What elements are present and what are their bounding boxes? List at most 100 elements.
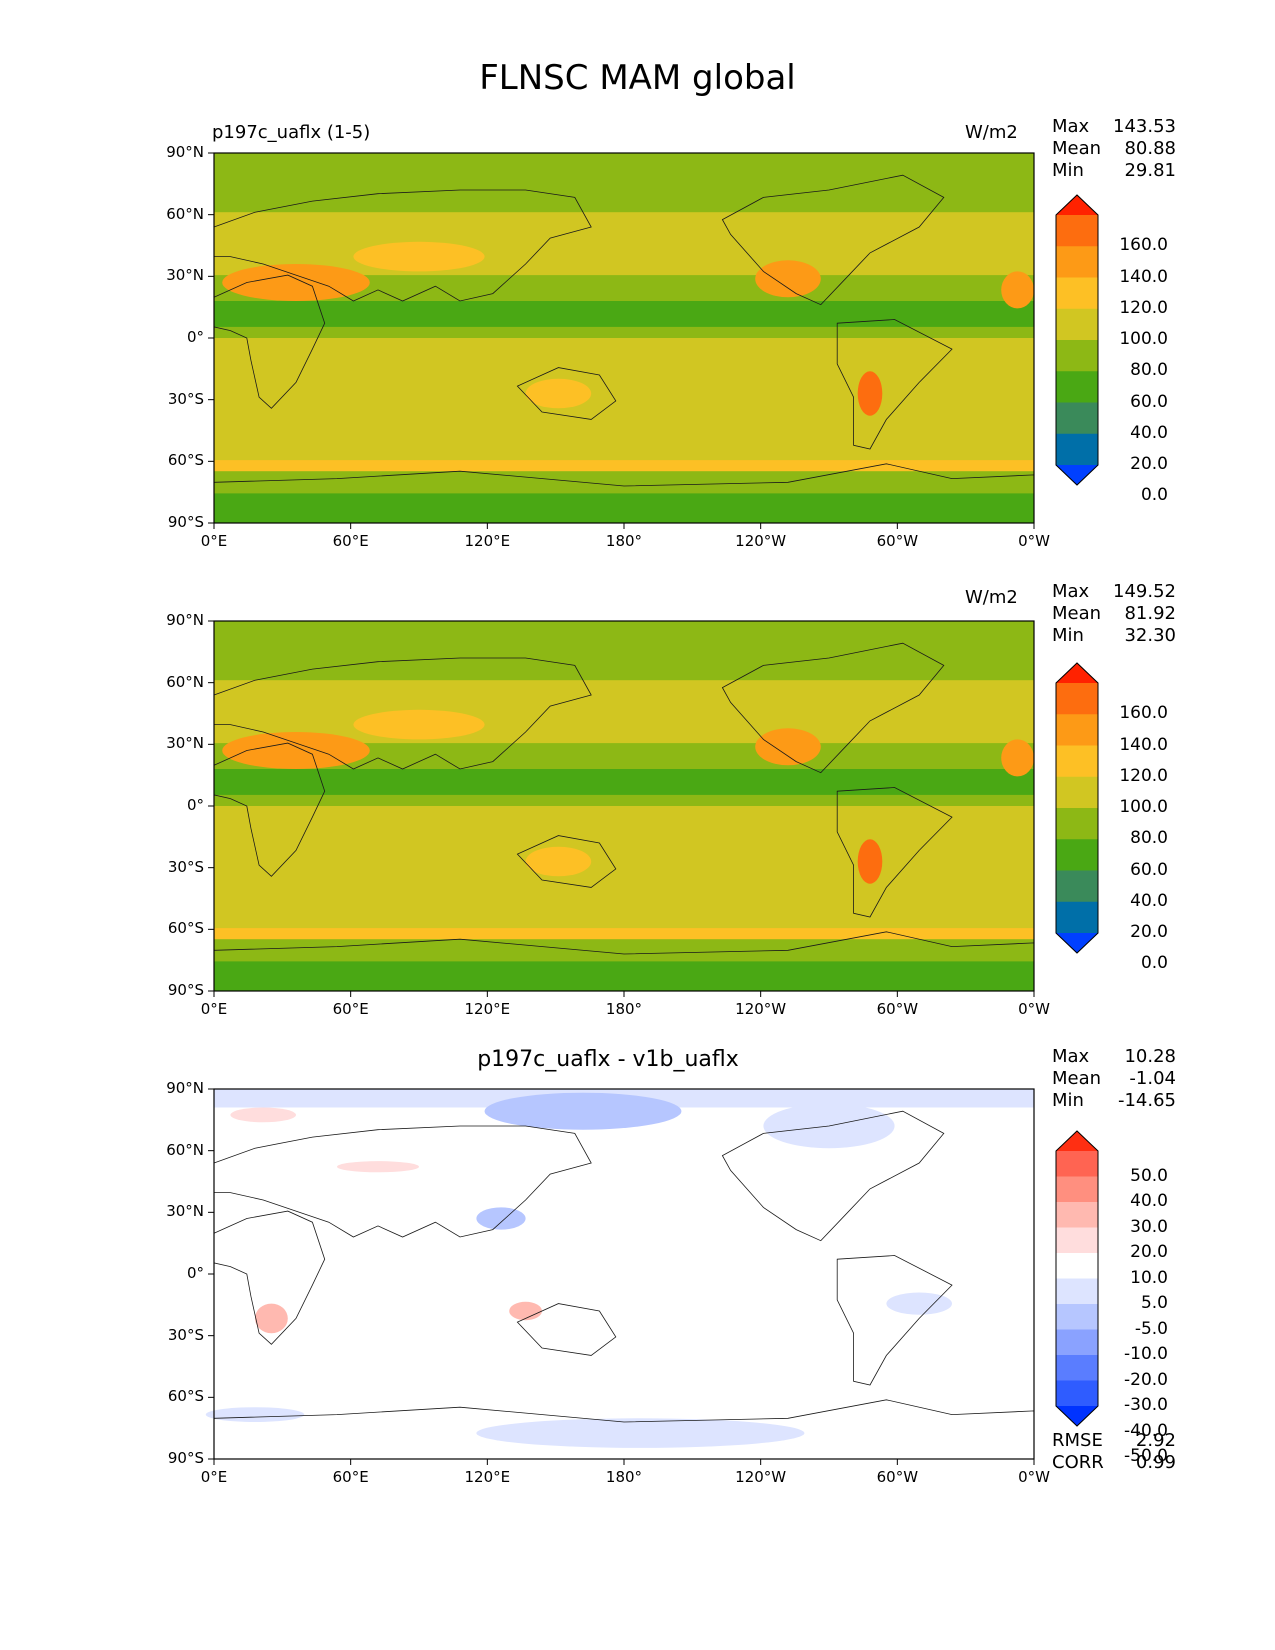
lat-tick-label: 90°S bbox=[167, 1449, 204, 1467]
lon-tick-label: 120°E bbox=[464, 1468, 511, 1486]
colorbar-label: 40.0 bbox=[1130, 890, 1168, 911]
australia-pos bbox=[509, 1301, 542, 1321]
atlantic-warm bbox=[1001, 739, 1034, 777]
colorbar-label: 50.0 bbox=[1130, 1165, 1168, 1186]
map-test bbox=[208, 152, 1099, 529]
andes-warm bbox=[857, 371, 883, 416]
lat-tick-label: 30°N bbox=[166, 266, 204, 285]
lat-tick-label: 0° bbox=[186, 328, 204, 346]
asia-diff bbox=[476, 1207, 526, 1230]
colorbar-segment bbox=[1056, 1380, 1098, 1407]
lon-tick-label: 0°E bbox=[200, 1468, 228, 1486]
map-difference bbox=[205, 1088, 1099, 1465]
coastline-namerica bbox=[721, 174, 945, 306]
colorbar-extend-bottom bbox=[1056, 465, 1098, 485]
colorbar-segment bbox=[1056, 870, 1098, 903]
australia-warm bbox=[525, 846, 592, 877]
coastline-samerica bbox=[836, 787, 953, 918]
atlantic-warm bbox=[1001, 271, 1034, 309]
lon-tick-label: 120°E bbox=[464, 1000, 511, 1018]
colorbar-segment bbox=[1056, 246, 1098, 278]
lon-tick-label: 120°W bbox=[735, 1468, 787, 1486]
colorbar-label: -50.0 bbox=[1124, 1446, 1168, 1466]
colorbar-label: 120.0 bbox=[1119, 297, 1168, 318]
namerica-warm bbox=[755, 728, 821, 766]
lon-tick-label: 120°E bbox=[464, 532, 511, 550]
colorbar-label: 0.0 bbox=[1140, 485, 1168, 506]
colorbar-segment bbox=[1056, 1329, 1098, 1356]
lon-tick-label: 60°W bbox=[876, 532, 919, 550]
colorbar bbox=[1055, 1130, 1099, 1427]
coastline-eurasia bbox=[213, 189, 592, 302]
colorbar-label: 40.0 bbox=[1130, 422, 1168, 443]
lon-tick-label: 0°E bbox=[200, 1000, 228, 1018]
lon-tick-label: 0°W bbox=[1018, 532, 1050, 550]
panel-units: W/m2 bbox=[965, 122, 1018, 143]
antarctic-diff bbox=[476, 1418, 805, 1448]
lon-tick-label: 180° bbox=[605, 1000, 643, 1018]
equatorial-band bbox=[214, 769, 1034, 795]
europe-pos bbox=[230, 1107, 296, 1123]
panel-difference: p197c_uaflx - v1b_uaflx Max 10.28 Mean -1.… bbox=[0, 0, 1275, 1473]
lat-tick-label: 90°S bbox=[167, 981, 204, 999]
lat-tick-label: 0° bbox=[186, 796, 204, 814]
lon-tick-label: 60°E bbox=[332, 1000, 369, 1018]
southern-diff bbox=[205, 1407, 305, 1422]
lon-tick-label: 180° bbox=[605, 532, 643, 550]
colorbar-label: -30.0 bbox=[1124, 1395, 1168, 1415]
coastline-samerica bbox=[836, 1255, 953, 1386]
lon-tick-label: 60°E bbox=[332, 532, 369, 550]
colorbar-label: 20.0 bbox=[1130, 1242, 1168, 1262]
colorbar-segment bbox=[1056, 277, 1098, 310]
colorbar-label: 160.0 bbox=[1119, 235, 1168, 256]
colorbar-label: 40.0 bbox=[1130, 1191, 1168, 1211]
colorbar-label: 20.0 bbox=[1130, 922, 1168, 942]
lon-tick-label: 120°W bbox=[735, 1000, 787, 1018]
lat-tick-label: 90°S bbox=[167, 513, 204, 531]
lat-tick-label: 90°N bbox=[166, 1079, 204, 1097]
andes-warm bbox=[857, 839, 883, 884]
arctic-diff-core bbox=[484, 1092, 682, 1130]
lon-tick-label: 0°E bbox=[200, 532, 228, 550]
figure-title: FLNSC MAM global bbox=[479, 58, 796, 98]
lat-tick-label: 90°N bbox=[166, 143, 204, 161]
colorbar-segment bbox=[1056, 1202, 1098, 1228]
lat-tick-label: 60°S bbox=[167, 451, 204, 470]
coastline-namerica bbox=[721, 642, 945, 774]
colorbar-label: 80.0 bbox=[1130, 360, 1168, 381]
lon-tick-label: 180° bbox=[605, 1468, 643, 1486]
colorbar-segment bbox=[1056, 340, 1098, 372]
colorbar-outline bbox=[1055, 194, 1099, 486]
sahara-warm bbox=[222, 732, 370, 769]
coastline-australia bbox=[516, 1303, 617, 1356]
antarctic-band bbox=[214, 961, 1034, 991]
colorbar-label: -10.0 bbox=[1124, 1344, 1168, 1364]
coastline-africa bbox=[213, 742, 326, 877]
colorbar-extend-bottom bbox=[1056, 1406, 1098, 1426]
coastline-australia bbox=[516, 367, 617, 420]
asia-warm bbox=[353, 241, 485, 272]
colorbar-label: 30.0 bbox=[1130, 1216, 1168, 1237]
lat-tick-label: 30°N bbox=[166, 1202, 204, 1221]
colorbar-segment bbox=[1056, 839, 1098, 871]
colorbar-label: 100.0 bbox=[1119, 797, 1168, 817]
colorbar-label: -20.0 bbox=[1124, 1369, 1168, 1390]
panel-test: p197c_uaflx (1-5) W/m2 Max 143.53 Mean 80.… bbox=[212, 116, 1176, 181]
lat-tick-label: 60°N bbox=[166, 672, 204, 691]
colorbar-label: 0.0 bbox=[1140, 953, 1168, 974]
colorbar-segment bbox=[1056, 901, 1098, 934]
colorbar-outline bbox=[1055, 1130, 1099, 1427]
colorbar-segment bbox=[1056, 1304, 1098, 1330]
siberia-pos bbox=[337, 1161, 419, 1173]
colorbar-extend-top bbox=[1056, 1131, 1098, 1151]
coastline-samerica bbox=[836, 319, 953, 450]
australia-warm bbox=[525, 378, 592, 409]
asia-warm bbox=[353, 709, 485, 740]
colorbar-label: 10.0 bbox=[1130, 1267, 1168, 1288]
colorbar-label: 140.0 bbox=[1119, 266, 1168, 287]
colorbar-label: 100.0 bbox=[1119, 329, 1168, 349]
lat-tick-label: 60°N bbox=[166, 204, 204, 223]
arctic-band bbox=[214, 621, 1034, 681]
colorbar-segment bbox=[1056, 714, 1098, 746]
